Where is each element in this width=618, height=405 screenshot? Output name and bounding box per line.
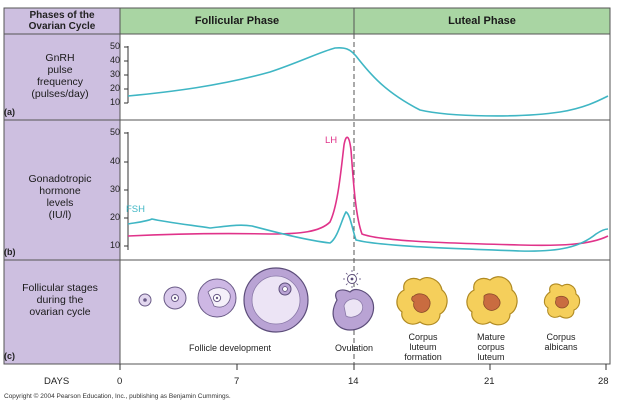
stage-label-line: Corpus xyxy=(546,332,576,342)
ovulation-label: Ovulation xyxy=(334,343,374,353)
lh-curve xyxy=(127,136,609,247)
corpus-albicans-drawing xyxy=(543,283,581,319)
corpus-luteum-formation-drawing xyxy=(396,277,448,326)
panel-a-label: GnRH pulse frequency (pulses/day) xyxy=(0,52,120,100)
panel-b-tick: 50 xyxy=(109,127,120,137)
panel-b-tick: 10 xyxy=(109,240,120,250)
follicular-phase-header: Follicular Phase xyxy=(194,15,280,27)
panel-b-label-line: Gonadotropic xyxy=(28,173,92,185)
corpus-albicans-label: Corpus albicans xyxy=(536,332,586,352)
panel-b-label-line: (IU/l) xyxy=(48,209,72,221)
day-tick-label: 7 xyxy=(234,376,240,387)
panel-a-label-line: GnRH xyxy=(45,52,75,64)
follicle-development-label: Follicle development xyxy=(188,343,272,353)
follicle-development-drawings xyxy=(138,267,309,333)
panel-c-label-line: ovarian cycle xyxy=(29,306,91,318)
stage-label-line: Mature xyxy=(476,332,505,342)
copyright-notice: Copyright © 2004 Pearson Education, Inc.… xyxy=(4,393,231,400)
mature-corpus-luteum-label: Mature corpus luteum xyxy=(466,332,516,362)
ovulation-drawing xyxy=(332,270,375,331)
days-axis-label: DAYS xyxy=(44,376,70,387)
days-axis xyxy=(119,364,607,370)
panel-b-tick: 30 xyxy=(109,184,120,194)
panel-a-label-line: (pulses/day) xyxy=(31,88,89,100)
panel-b-tag: (b) xyxy=(4,247,16,257)
panel-a-tick: 30 xyxy=(109,69,120,79)
panel-a-axis xyxy=(124,46,129,104)
corner-label-line1: Phases of the xyxy=(29,10,95,21)
day-tick-label: 28 xyxy=(598,376,609,387)
corpus-luteum-formation-label: Corpus luteum formation xyxy=(396,332,450,362)
panel-b-label: Gonadotropic hormone levels (IU/l) xyxy=(0,173,120,221)
fsh-series-label: FSH xyxy=(126,204,145,215)
header-follicular-bg xyxy=(120,8,354,34)
day-tick-label: 21 xyxy=(484,376,495,387)
stage-label-line: formation xyxy=(404,352,442,362)
panel-c-label-line: Follicular stages xyxy=(22,282,98,294)
panel-a-tick: 50 xyxy=(109,41,120,51)
day-tick-label: 0 xyxy=(117,376,123,387)
stage-label-line: luteum xyxy=(409,342,437,352)
panel-c-tag: (c) xyxy=(4,351,15,361)
stage-label-line: albicans xyxy=(544,342,578,352)
stage-label-line: corpus xyxy=(477,342,505,352)
gnrh-curve xyxy=(127,46,609,117)
panel-a-tag: (a) xyxy=(4,107,15,117)
stage-label-line: luteum xyxy=(477,352,505,362)
fsh-curve xyxy=(127,210,609,252)
panel-b-label-line: hormone xyxy=(39,185,81,197)
mature-corpus-luteum-drawing xyxy=(466,276,518,326)
corner-label-line2: Ovarian Cycle xyxy=(28,21,96,32)
corner-label: Phases of the Ovarian Cycle xyxy=(4,10,120,32)
panel-a-tick: 10 xyxy=(109,97,120,107)
panel-a-tick: 40 xyxy=(109,55,120,65)
panel-b-tick: 40 xyxy=(109,156,120,166)
panel-a-label-line: pulse xyxy=(47,64,73,76)
sidebar-background xyxy=(4,8,120,364)
panel-b-label-line: levels xyxy=(46,197,74,209)
header-luteal-bg xyxy=(354,8,610,34)
lh-series-label: LH xyxy=(325,135,338,146)
luteal-phase-header: Luteal Phase xyxy=(448,15,516,27)
panel-c-label: Follicular stages during the ovarian cyc… xyxy=(0,282,120,318)
panel-c-label-line: during the xyxy=(36,294,84,306)
panel-a-tick: 20 xyxy=(109,83,120,93)
day-tick-label: 14 xyxy=(348,376,359,387)
stage-label-line: Corpus xyxy=(408,332,438,342)
panel-a-label-line: frequency xyxy=(36,76,84,88)
panel-b-axis xyxy=(124,132,129,250)
panel-b-tick: 20 xyxy=(109,212,120,222)
